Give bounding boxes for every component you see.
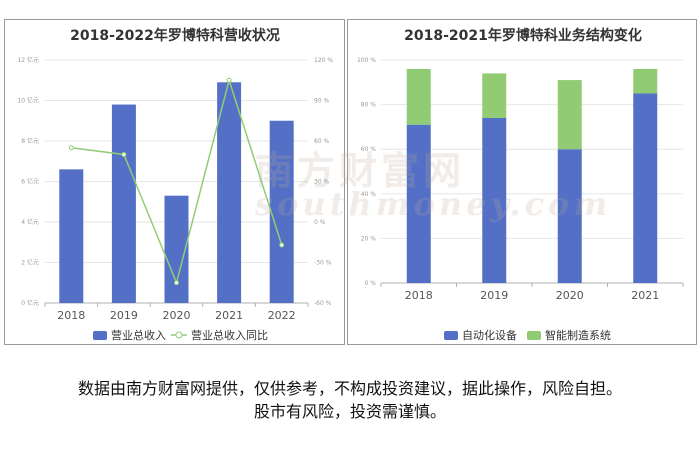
automation-equipment-bar <box>633 93 658 283</box>
legend-label-smart-manufacturing: 智能制造系统 <box>545 328 611 342</box>
watermark-url-text: southmoney.com <box>255 185 612 223</box>
y-right-tick-label: 120 % <box>314 57 333 64</box>
y-left-tick-label: 10 亿元 <box>17 97 39 105</box>
legend-swatch-revenue <box>93 331 107 340</box>
watermark-logo-text: 南方财富网 <box>255 148 466 193</box>
x-category-label: 2022 <box>268 309 296 322</box>
x-category-label: 2020 <box>556 289 584 302</box>
y-right-tick-label: 60 % <box>314 138 330 145</box>
y-left-tick-label: 6 亿元 <box>21 178 39 186</box>
y-tick-label: 40 % <box>361 191 377 198</box>
smart-manufacturing-bar <box>406 68 431 125</box>
chart-title: 2018-2021年罗博特科业务结构变化 <box>404 27 642 44</box>
smart-manufacturing-bar <box>482 73 507 118</box>
y-right-tick-label: 90 % <box>314 98 330 105</box>
revenue-bar <box>111 104 136 303</box>
automation-equipment-bar <box>557 149 582 283</box>
business-structure-chart-panel: 2018-2021年罗博特科业务结构变化 0 % 20 % 40 % 60 % 80 % 1… <box>347 19 697 345</box>
yoy-growth-point <box>68 145 74 151</box>
y-left-tick-label: 2 亿元 <box>21 259 39 267</box>
y-right-tick-label: -30 % <box>314 260 332 267</box>
x-category-label: 2019 <box>110 309 138 322</box>
legend-swatch-automation <box>444 331 458 340</box>
y-tick-label: 100 % <box>357 57 376 64</box>
business-structure-chart: 2018-2021年罗博特科业务结构变化 0 % 20 % 40 % 60 % 80 % 1… <box>357 27 684 342</box>
smart-manufacturing-bar <box>633 68 658 94</box>
yoy-growth-point <box>226 77 232 83</box>
x-category-label: 2018 <box>57 309 85 322</box>
automation-equipment-bar <box>482 117 507 283</box>
legend-label-automation: 自动化设备 <box>462 328 517 342</box>
disclaimer-line-2: 股市有风险，投资需谨慎。 <box>253 402 446 421</box>
y-left-tick-label: 8 亿元 <box>21 137 39 145</box>
x-category-label: 2018 <box>405 289 433 302</box>
y-tick-label: 20 % <box>361 235 377 242</box>
disclaimer-line-1: 数据由南方财富网提供，仅供参考，不构成投资建议，据此操作，风险自担。 <box>77 379 622 398</box>
revenue-bar <box>269 120 294 303</box>
x-category-label: 2019 <box>480 289 508 302</box>
y-right-tick-label: 30 % <box>314 179 330 186</box>
revenue-bar <box>59 169 84 303</box>
x-category-label: 2021 <box>631 289 659 302</box>
revenue-chart: 2018-2022年罗博特科营收状况 0 亿元 2 亿元 4 亿元 6 亿元 8 亿元 10… <box>17 27 333 342</box>
smart-manufacturing-bar <box>557 80 582 150</box>
x-category-label: 2020 <box>163 309 191 322</box>
y-right-tick-label: 0 % <box>314 219 326 226</box>
y-tick-label: 60 % <box>361 146 377 153</box>
legend-swatch-smart-manufacturing <box>527 331 541 340</box>
legend-swatch-yoy-marker <box>175 331 183 339</box>
revenue-chart-panel: 2018-2022年罗博特科营收状况 0 亿元 2 亿元 4 亿元 6 亿元 8 亿元 10… <box>4 19 345 345</box>
x-category-label: 2021 <box>215 309 243 322</box>
legend-label-revenue: 营业总收入 <box>111 328 166 342</box>
automation-equipment-bar <box>406 124 431 283</box>
revenue-bar <box>217 82 242 304</box>
y-tick-label: 0 % <box>365 280 377 287</box>
yoy-growth-point <box>279 242 285 248</box>
yoy-growth-point <box>121 152 127 157</box>
y-left-tick-label: 0 亿元 <box>21 299 39 307</box>
y-right-tick-label: -60 % <box>314 300 332 307</box>
yoy-growth-point <box>174 280 179 286</box>
chart-title: 2018-2022年罗博特科营收状况 <box>70 27 280 44</box>
legend-label-yoy: 营业总收入同比 <box>191 328 268 342</box>
y-tick-label: 80 % <box>361 102 377 109</box>
y-left-tick-label: 4 亿元 <box>21 218 39 226</box>
y-left-tick-label: 12 亿元 <box>17 56 39 64</box>
